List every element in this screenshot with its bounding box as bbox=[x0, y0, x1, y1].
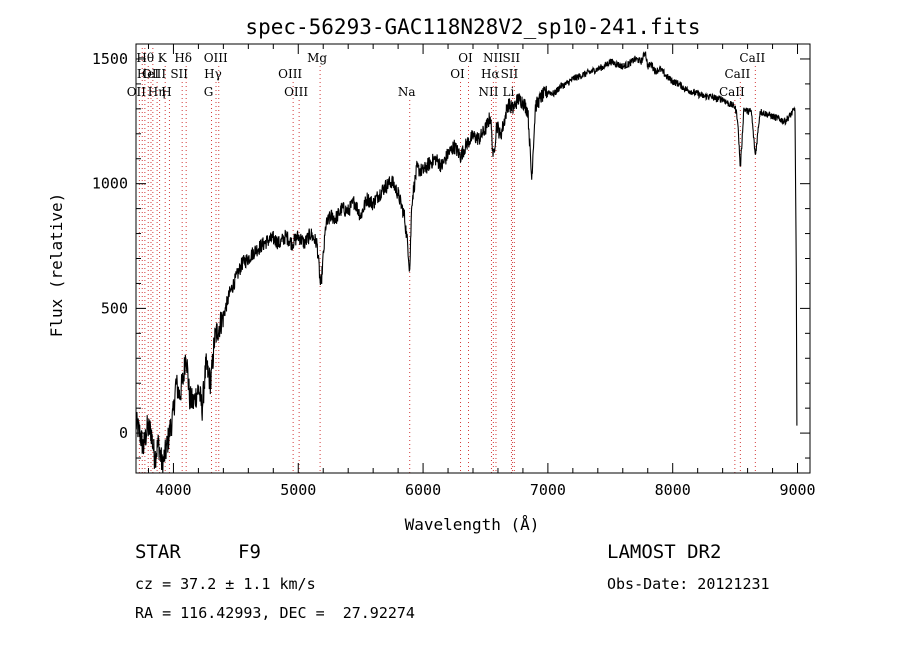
line-marker-label: Hα bbox=[481, 67, 500, 81]
y-axis-label: Flux (relative) bbox=[47, 193, 66, 338]
x-axis-label: Wavelength (Å) bbox=[405, 515, 540, 534]
line-marker-label: CaII bbox=[739, 51, 765, 65]
line-marker-label: CaII bbox=[719, 85, 745, 99]
line-marker-label: SII bbox=[170, 67, 188, 81]
line-marker-label: Hθ bbox=[136, 51, 154, 65]
sky-coordinates: RA = 116.42993, DEC = 27.92274 bbox=[135, 604, 415, 622]
survey-name: LAMOST DR2 bbox=[607, 541, 722, 563]
chart-title: spec-56293-GAC118N28V2_sp10-241.fits bbox=[245, 15, 700, 39]
y-axis-ticks: 0 500 1000 1500 bbox=[92, 50, 810, 459]
plot-frame bbox=[135, 43, 811, 474]
x-axis-ticks: 4000 5000 6000 7000 8000 9000 bbox=[147, 44, 816, 499]
line-marker-label: OIII bbox=[284, 85, 308, 99]
line-marker-label: NII bbox=[483, 51, 503, 65]
line-marker-label: OIII bbox=[204, 51, 228, 65]
object-type: STAR bbox=[135, 541, 181, 563]
line-marker-label: Hγ bbox=[204, 67, 222, 81]
line-marker-label: G bbox=[204, 85, 214, 99]
line-marker-label: OI bbox=[450, 67, 465, 81]
x-tick-label: 6000 bbox=[405, 481, 441, 499]
line-marker-label: OIII bbox=[278, 67, 302, 81]
line-marker-label: Li bbox=[503, 85, 515, 99]
line-marker-label: H bbox=[161, 85, 171, 99]
y-tick-label: 1500 bbox=[92, 50, 128, 68]
x-tick-label: 4000 bbox=[155, 481, 191, 499]
redshift-value: cz = 37.2 ± 1.1 km/s bbox=[135, 575, 316, 593]
y-tick-label: 1000 bbox=[92, 175, 128, 193]
line-marker-label: CaII bbox=[724, 67, 750, 81]
spectrum-series-line bbox=[135, 51, 798, 474]
line-marker-label: Hδ bbox=[174, 51, 192, 65]
observation-date: Obs-Date: 20121231 bbox=[607, 575, 770, 593]
y-tick-label: 0 bbox=[119, 424, 128, 442]
x-tick-label: 8000 bbox=[655, 481, 691, 499]
line-marker-label: OI bbox=[458, 51, 473, 65]
x-tick-label: 7000 bbox=[530, 481, 566, 499]
emission-line-labels: OIIHθHeIOIIIHηKHSIIHδGHγOIIIOIIIOIIIMgNa… bbox=[127, 51, 766, 99]
spectral-subclass: F9 bbox=[238, 541, 261, 563]
y-tick-label: 500 bbox=[101, 299, 128, 317]
line-marker-label: SII bbox=[502, 51, 520, 65]
x-tick-label: 5000 bbox=[280, 481, 316, 499]
line-marker-label: K bbox=[158, 51, 168, 65]
line-marker-label: Na bbox=[398, 85, 416, 99]
line-marker-label: Hη bbox=[148, 85, 166, 99]
line-marker-label: Mg bbox=[307, 51, 327, 65]
line-marker-label: SII bbox=[501, 67, 519, 81]
emission-line-markers bbox=[138, 48, 756, 473]
line-marker-label: OIII bbox=[142, 67, 166, 81]
line-marker-label: NII bbox=[478, 85, 498, 99]
x-tick-label: 9000 bbox=[779, 481, 815, 499]
line-marker-label: HeI bbox=[137, 67, 160, 81]
